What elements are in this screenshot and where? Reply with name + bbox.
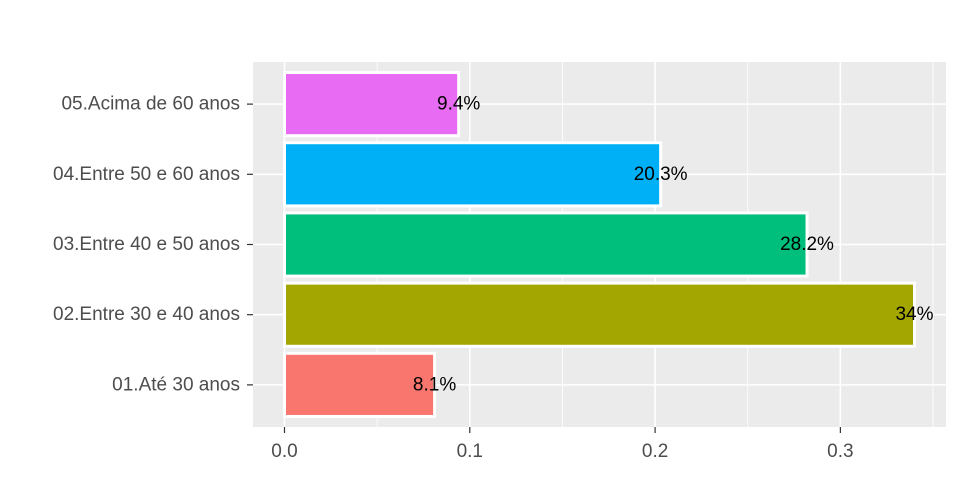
bar <box>283 211 809 278</box>
bar <box>283 281 916 348</box>
data-label: 8.1% <box>413 374 456 395</box>
x-tick-label: 0.3 <box>827 441 853 462</box>
y-tick-label: 01.Até 30 anos <box>112 374 240 395</box>
data-label: 20.3% <box>634 164 688 185</box>
bar <box>283 71 461 138</box>
data-label: 9.4% <box>437 94 480 115</box>
bars <box>283 71 916 418</box>
y-axis: 01.Até 30 anos 02.Entre 30 e 40 anos 03.En… <box>53 94 253 395</box>
y-tick-label: 04.Entre 50 e 60 anos <box>53 164 240 185</box>
bar <box>283 141 663 208</box>
y-tick-label: 03.Entre 40 e 50 anos <box>53 234 240 255</box>
y-tick-label: 05.Acima de 60 anos <box>61 94 240 115</box>
data-labels: 8.1% 34% 28.2% 20.3% 9.4% <box>413 94 934 396</box>
bar <box>283 351 437 418</box>
data-label: 28.2% <box>780 234 834 255</box>
y-tick-label: 02.Entre 30 e 40 anos <box>53 304 240 325</box>
x-axis: 0.0 0.1 0.2 0.3 <box>271 427 854 462</box>
data-label: 34% <box>895 304 933 325</box>
x-tick-label: 0.0 <box>271 441 297 462</box>
x-tick-label: 0.2 <box>642 441 668 462</box>
x-tick-label: 0.1 <box>457 441 483 462</box>
